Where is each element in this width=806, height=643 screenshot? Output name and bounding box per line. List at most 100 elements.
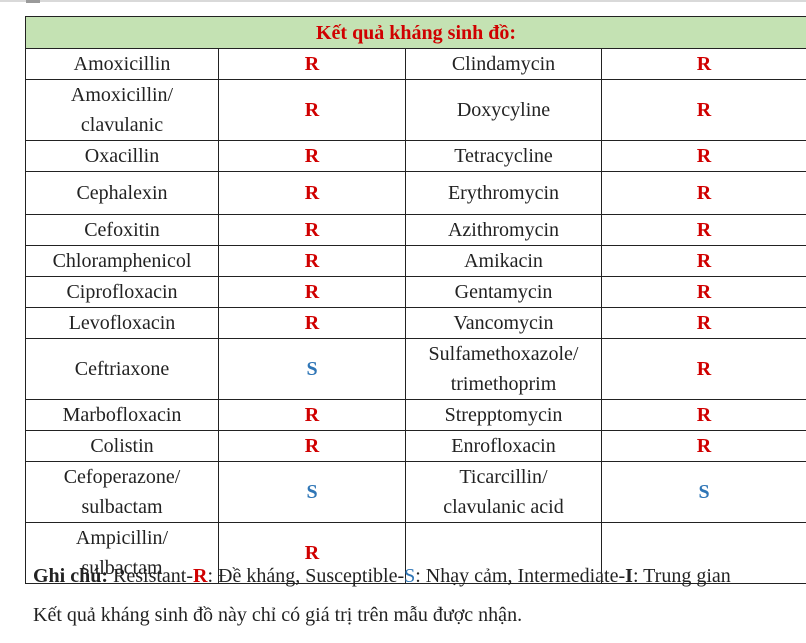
resistant-result: R <box>304 53 320 75</box>
result-cell: R <box>218 140 406 172</box>
resistant-result: R <box>304 404 320 426</box>
table-row: Levofloxacin R Vancomycin R <box>25 307 806 339</box>
antibiotic-name-cell: Ceftriaxone <box>25 338 219 400</box>
resistant-result: R <box>696 358 712 380</box>
antibiotic-name: Ampicillin/ <box>75 527 169 549</box>
result-cell: R <box>600 399 806 431</box>
legend-prefix: Ghi chú: <box>33 565 109 587</box>
result-cell: R <box>218 48 406 80</box>
legend-intermediate-desc: : Trung gian <box>632 565 731 587</box>
antibiotic-name: Sulfamethoxazole/ <box>428 343 579 365</box>
antibiotic-name-cell: Colistin <box>25 430 219 462</box>
resistant-result: R <box>304 435 320 457</box>
antibiotic-name-cell: Oxacillin <box>25 140 219 172</box>
antibiotic-name: Chloramphenicol <box>52 250 192 272</box>
result-cell: R <box>218 430 406 462</box>
susceptible-result: S <box>306 358 318 380</box>
result-cell <box>600 522 806 584</box>
antibiotic-name-cell: Azithromycin <box>405 214 602 246</box>
legend-note: Ghi chú: Resistant-R: Đề kháng, Suscepti… <box>33 561 803 591</box>
result-cell: R <box>218 276 406 308</box>
antibiotic-name-cell: Marbofloxacin <box>25 399 219 431</box>
antibiotic-name-cell: Tetracycline <box>405 140 602 172</box>
legend-susceptible-desc: : Nhạy cảm, <box>415 565 518 587</box>
antibiotic-name-cell: Enrofloxacin <box>405 430 602 462</box>
resistant-result: R <box>696 53 712 75</box>
resistant-result: R <box>304 281 320 303</box>
result-cell: R <box>600 214 806 246</box>
top-mark <box>26 0 40 3</box>
antibiotic-name: Cefoperazone/ <box>63 466 181 488</box>
result-cell: R <box>600 171 806 215</box>
antibiotic-name-cell: Vancomycin <box>405 307 602 339</box>
result-cell: R <box>600 307 806 339</box>
result-cell: R <box>600 276 806 308</box>
legend-susceptible-code: S <box>404 565 416 587</box>
antibiotic-name: sulbactam <box>81 496 163 518</box>
table-row: Ciprofloxacin R Gentamycin R <box>25 276 806 308</box>
result-cell: R <box>600 79 806 141</box>
result-cell: R <box>218 79 406 141</box>
table-row: Cefoperazone/sulbactam S Ticarcillin/clavu… <box>25 461 806 523</box>
result-cell: R <box>218 214 406 246</box>
antibiotic-name: Enrofloxacin <box>451 435 556 457</box>
antibiotic-name: trimethoprim <box>450 373 557 395</box>
antibiotic-name: Amikacin <box>464 250 543 272</box>
result-cell: R <box>218 245 406 277</box>
resistant-result: R <box>304 99 320 121</box>
table-row: Marbofloxacin R Strepptomycin R <box>25 399 806 431</box>
susceptible-result: S <box>698 481 710 503</box>
table-row: Amoxicillin/clavulanic R Doxycyline R <box>25 79 806 141</box>
legend-resistant-desc: : Đề kháng, <box>207 565 306 587</box>
antibiotic-name: Colistin <box>90 435 154 457</box>
resistant-result: R <box>696 250 712 272</box>
antibiotic-name-cell: Sulfamethoxazole/trimethoprim <box>405 338 602 400</box>
antibiotic-name: Levofloxacin <box>68 312 176 334</box>
antibiotic-name: Amoxicillin <box>73 53 171 75</box>
table-title: Kết quả kháng sinh đồ: <box>24 16 806 49</box>
antibiotic-name-cell: Cefoxitin <box>25 214 219 246</box>
table-row: Chloramphenicol R Amikacin R <box>25 245 806 277</box>
antibiotic-name: Doxycyline <box>456 99 551 121</box>
antibiotic-name: Cephalexin <box>76 182 168 204</box>
antibiotic-name: Amoxicillin/ <box>70 84 174 106</box>
antibiotic-name: Strepptomycin <box>444 404 563 426</box>
antibiotic-name-cell <box>405 522 602 584</box>
antibiogram-table: Kết quả kháng sinh đồ: Amoxicillin R Clind… <box>24 16 806 584</box>
antibiotic-name-cell: Strepptomycin <box>405 399 602 431</box>
result-cell: S <box>600 461 806 523</box>
resistant-result: R <box>696 435 712 457</box>
legend-resistant-code: R <box>193 565 208 587</box>
resistant-result: R <box>304 250 320 272</box>
antibiotic-name-cell: Ampicillin/sulbactam <box>25 522 219 584</box>
legend-susceptible-word: Susceptible- <box>305 565 405 587</box>
antibiotic-name-cell: Clindamycin <box>405 48 602 80</box>
antibiotic-name: Erythromycin <box>447 182 560 204</box>
table-row: Oxacillin R Tetracycline R <box>25 140 806 172</box>
result-cell: S <box>218 461 406 523</box>
antibiotic-name: Ceftriaxone <box>74 358 170 380</box>
antibiotic-name: Ticarcillin/ <box>459 466 548 488</box>
resistant-result: R <box>304 542 320 564</box>
antibiotic-name-cell: Cephalexin <box>25 171 219 215</box>
antibiotic-name: Oxacillin <box>84 145 160 167</box>
antibiotic-name: Cefoxitin <box>84 219 160 241</box>
antibiotic-name-cell: Amoxicillin <box>25 48 219 80</box>
susceptible-result: S <box>306 481 318 503</box>
result-cell: R <box>600 140 806 172</box>
legend-resistant-word: Resistant- <box>113 565 194 587</box>
result-cell: R <box>600 245 806 277</box>
antibiotic-name: Marbofloxacin <box>62 404 182 426</box>
result-cell: R <box>218 307 406 339</box>
antibiotic-name: clavulanic acid <box>443 496 564 518</box>
result-cell: S <box>218 338 406 400</box>
result-cell: R <box>218 399 406 431</box>
antibiotic-name-cell: Amikacin <box>405 245 602 277</box>
result-cell: R <box>218 522 406 584</box>
resistant-result: R <box>304 312 320 334</box>
result-cell: R <box>218 171 406 215</box>
antibiotic-name-cell: Ticarcillin/clavulanic acid <box>405 461 602 523</box>
antibiotic-name-cell: Doxycyline <box>405 79 602 141</box>
resistant-result: R <box>696 99 712 121</box>
